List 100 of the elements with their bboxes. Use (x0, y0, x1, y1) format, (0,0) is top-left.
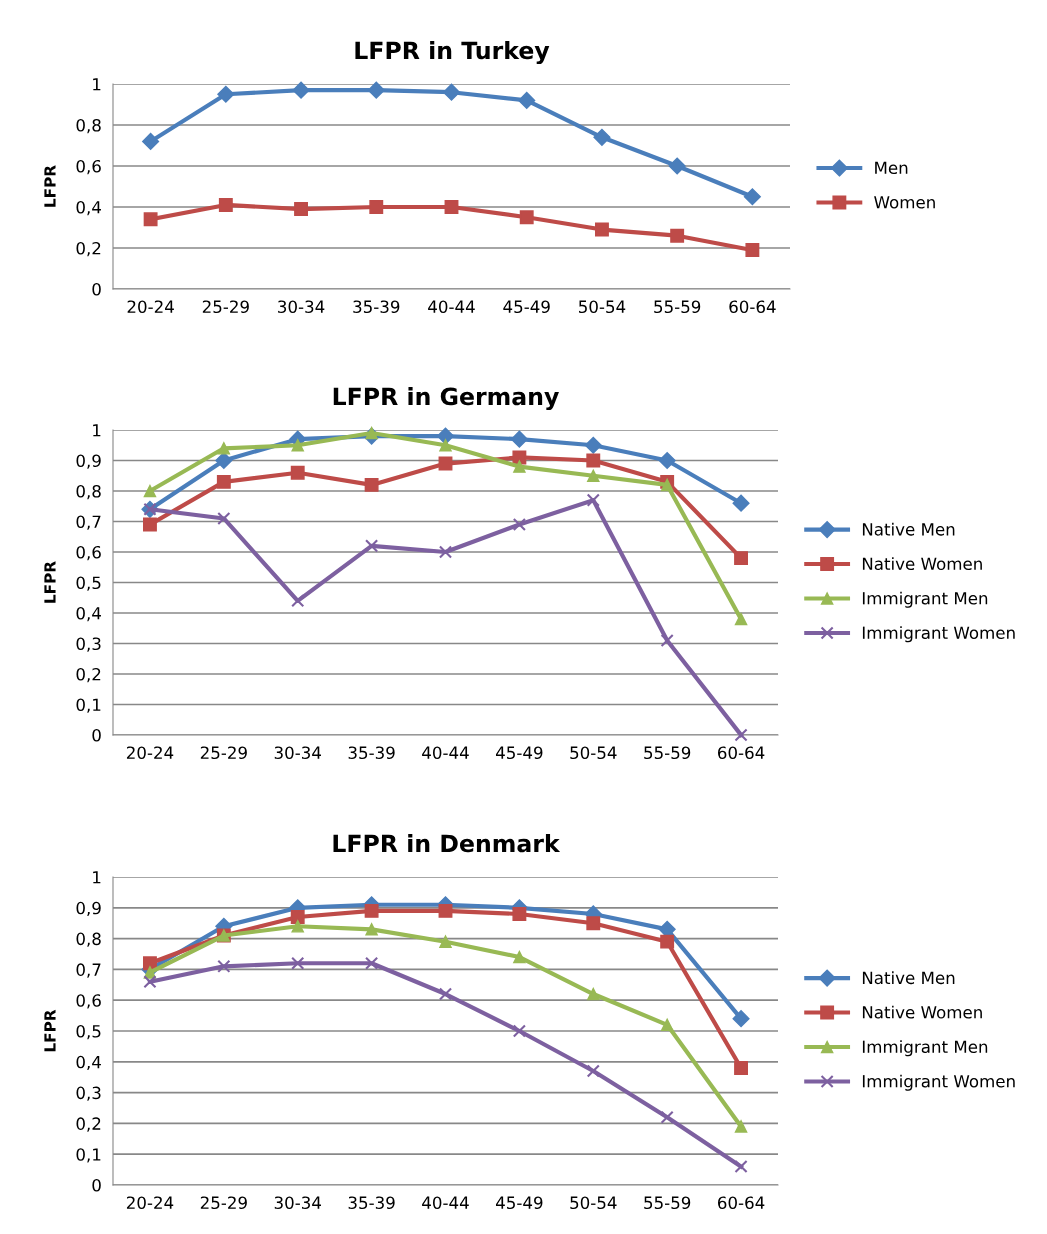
legend-label: Native Men (862, 971, 955, 985)
x-tick-label: 60-64 (718, 746, 765, 760)
x-tick-label: 40-44 (428, 300, 475, 314)
point (291, 920, 304, 933)
x-tick-label: 35-39 (353, 300, 400, 314)
y-tick-label: 0,7 (76, 963, 101, 978)
point (660, 1110, 674, 1124)
y-tick-label: 0,8 (76, 932, 101, 947)
point (584, 436, 602, 454)
point (734, 728, 748, 742)
point (216, 474, 231, 489)
legend-label: Immigrant Women (862, 626, 1015, 643)
x-tick-label: 25-29 (202, 300, 249, 314)
y-tick-label: 0 (92, 1178, 101, 1192)
y-tick-label: 0 (92, 282, 101, 296)
y-tick-label: 0,4 (76, 1055, 101, 1071)
point (365, 923, 378, 936)
y-axis-title: LFPR (44, 561, 56, 603)
legend-label: Men (875, 161, 908, 175)
y-tick-label: 0,8 (76, 118, 101, 134)
x-tick-label: 20-24 (126, 1196, 174, 1210)
x-tick-label: 20-24 (127, 300, 174, 314)
x-tick-label: 45-49 (495, 1196, 543, 1210)
point (670, 228, 685, 243)
y-tick-label: 0,9 (76, 901, 101, 917)
x-tick-label: 20-24 (126, 746, 174, 760)
point (294, 202, 309, 216)
point (143, 212, 158, 227)
x-tick-label: 45-49 (495, 746, 543, 760)
y-tick-label: 0,7 (76, 515, 101, 530)
point (142, 517, 157, 532)
y-tick-label: 1 (93, 424, 101, 437)
point (291, 438, 304, 452)
point (442, 83, 461, 101)
legend-label: Immigrant Men (862, 1040, 988, 1057)
x-tick-label: 55-59 (654, 300, 701, 314)
point (290, 465, 305, 480)
chart-title: LFPR in Denmark (333, 834, 561, 853)
y-tick-label: 0,4 (76, 606, 101, 622)
x-tick-label: 60-64 (718, 1196, 765, 1210)
legend-label: Native Women (862, 557, 982, 571)
legend-label: Native Women (862, 1005, 982, 1019)
x-tick-label: 35-39 (348, 746, 395, 760)
point (732, 494, 750, 512)
legend-label: Women (874, 196, 935, 209)
point (438, 903, 453, 918)
point (512, 907, 527, 921)
x-tick-label: 40-44 (422, 746, 469, 760)
point (587, 469, 600, 483)
y-tick-label: 0,5 (76, 1024, 101, 1040)
point (660, 478, 674, 492)
x-tick-label: 25-29 (200, 1196, 247, 1210)
y-tick-label: 1 (93, 871, 101, 884)
point (365, 956, 379, 970)
point (594, 222, 609, 237)
y-tick-label: 0,2 (76, 667, 101, 683)
point (367, 81, 385, 99)
chart-title: LFPR in Germany (333, 387, 559, 411)
y-tick-label: 1 (93, 78, 101, 91)
y-tick-label: 0,5 (76, 576, 101, 591)
point (292, 81, 310, 99)
point (142, 132, 160, 150)
point (365, 539, 379, 553)
point (217, 85, 235, 103)
x-tick-label: 25-29 (200, 746, 247, 760)
point (518, 91, 536, 109)
point (745, 243, 760, 257)
x-tick-label: 45-49 (503, 300, 550, 314)
y-tick-label: 0,3 (76, 1086, 101, 1101)
point (217, 511, 231, 526)
point (734, 612, 748, 626)
point (587, 987, 600, 1001)
x-tick-label: 35-39 (348, 1196, 395, 1210)
x-tick-label: 50-54 (579, 300, 626, 314)
x-tick-label: 30-34 (278, 300, 325, 314)
point (217, 959, 231, 973)
y-tick-label: 0,1 (76, 698, 101, 713)
point (586, 916, 601, 931)
y-tick-label: 0,2 (76, 1117, 101, 1132)
point (586, 493, 600, 507)
point (734, 1159, 748, 1174)
point (734, 1120, 748, 1133)
y-tick-label: 0,8 (76, 484, 101, 500)
y-tick-label: 0,6 (76, 994, 101, 1009)
x-tick-label: 50-54 (570, 746, 617, 760)
point (512, 517, 526, 532)
y-axis-title: LFPR (44, 1009, 56, 1052)
point (734, 551, 749, 566)
y-tick-label: 0,4 (76, 200, 101, 216)
point (660, 633, 674, 648)
x-tick-label: 40-44 (422, 1196, 469, 1210)
x-tick-label: 60-64 (729, 300, 776, 314)
x-tick-label: 55-59 (644, 746, 691, 760)
y-tick-label: 0,1 (76, 1148, 101, 1163)
point (364, 477, 379, 492)
x-tick-label: 30-34 (274, 746, 321, 760)
y-tick-label: 0,6 (76, 159, 101, 175)
point (438, 987, 453, 1001)
point (734, 1061, 749, 1075)
point (586, 453, 601, 468)
